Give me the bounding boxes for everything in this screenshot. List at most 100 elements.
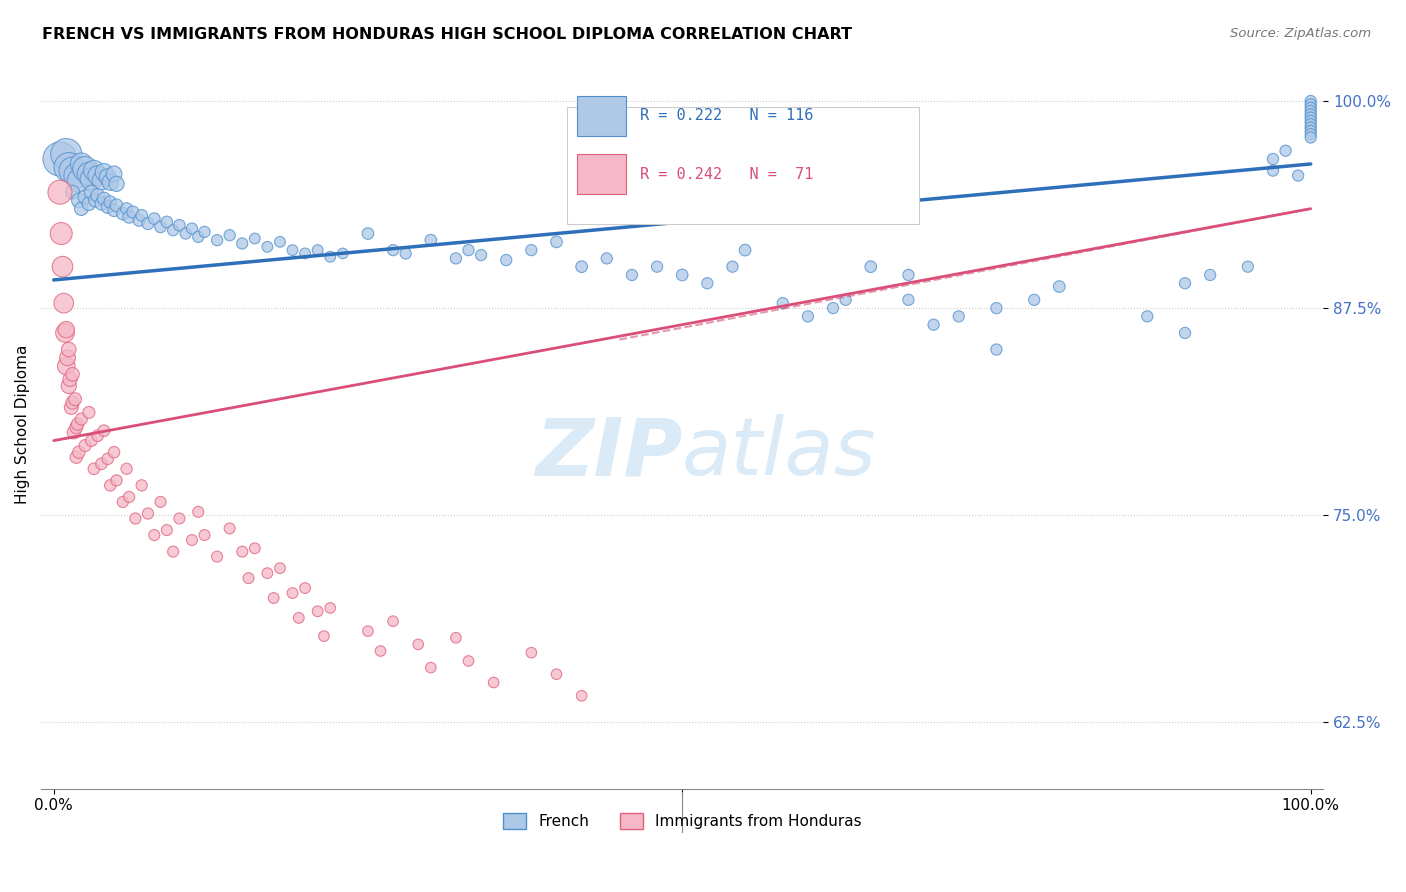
Point (205, 549, 228, 564)
Point (1299, 97, 1322, 112)
Point (1299, 107, 1322, 121)
Point (193, 528, 215, 542)
Point (115, 202, 138, 216)
Point (395, 246, 418, 260)
Point (51, 260, 73, 274)
Point (122, 205, 145, 219)
Point (111, 495, 134, 509)
Point (419, 660, 441, 674)
Point (51, 227, 73, 241)
Point (288, 611, 311, 625)
Point (149, 495, 172, 509)
Point (357, 227, 380, 241)
Legend: French, Immigrants from Honduras: French, Immigrants from Honduras (496, 807, 868, 836)
Point (118, 490, 141, 504)
Point (143, 528, 166, 542)
Y-axis label: High School Diploma: High School Diploma (15, 344, 30, 504)
Point (90, 173, 112, 187)
Point (55, 147, 77, 161)
Point (98, 195, 121, 210)
Point (105, 474, 128, 488)
Point (70, 202, 93, 216)
Point (118, 210, 141, 224)
Point (93, 165, 115, 179)
Point (897, 293, 920, 307)
Point (256, 240, 278, 254)
Point (70, 157, 93, 171)
Point (482, 675, 505, 690)
Point (922, 318, 945, 332)
Point (105, 177, 128, 191)
Point (332, 246, 354, 260)
Point (1299, 101, 1322, 115)
Point (97, 451, 120, 466)
Point (269, 561, 291, 575)
Point (162, 223, 184, 237)
Point (62, 163, 84, 178)
Point (1237, 260, 1260, 274)
Point (169, 219, 191, 233)
Point (83, 462, 105, 476)
Point (80, 172, 103, 186)
Point (80, 434, 103, 448)
Point (546, 235, 568, 249)
Point (97, 200, 120, 214)
Point (75, 439, 97, 453)
Point (90, 196, 112, 211)
Point (90, 457, 112, 471)
Point (986, 301, 1008, 315)
Point (67, 173, 90, 187)
Point (67, 194, 90, 208)
Point (495, 253, 517, 268)
Point (797, 310, 820, 324)
Point (986, 343, 1008, 357)
Point (281, 243, 304, 257)
Point (1047, 279, 1070, 293)
Point (1136, 310, 1159, 324)
Point (187, 230, 209, 244)
Point (1261, 152, 1284, 166)
Point (948, 310, 970, 324)
Point (218, 228, 240, 243)
Point (80, 185, 103, 199)
Point (419, 233, 441, 247)
Point (86, 169, 108, 183)
Point (60, 401, 83, 415)
Point (470, 248, 492, 262)
Point (55, 323, 77, 337)
Point (231, 544, 253, 558)
Point (821, 301, 844, 315)
Point (131, 208, 153, 222)
Point (98, 478, 121, 492)
Point (319, 601, 342, 615)
Point (53, 326, 76, 340)
Point (98, 175, 121, 189)
Point (86, 188, 108, 202)
Point (56, 351, 79, 365)
Point (620, 268, 643, 282)
Point (77, 167, 100, 181)
Point (406, 637, 429, 651)
Point (307, 604, 329, 618)
Text: R = 0.242   N =  71: R = 0.242 N = 71 (640, 167, 813, 182)
Point (143, 211, 166, 226)
Point (571, 689, 593, 703)
Point (67, 445, 90, 459)
Point (382, 243, 405, 257)
Point (444, 252, 467, 266)
Point (1299, 111, 1322, 125)
Text: FRENCH VS IMMIGRANTS FROM HONDURAS HIGH SCHOOL DIPLOMA CORRELATION CHART: FRENCH VS IMMIGRANTS FROM HONDURAS HIGH … (42, 27, 852, 42)
Point (124, 511, 146, 525)
Point (457, 243, 479, 257)
Point (721, 260, 744, 274)
Point (457, 654, 479, 668)
Point (1299, 124, 1322, 138)
Point (105, 198, 128, 212)
Point (1286, 169, 1309, 183)
Point (149, 219, 172, 234)
Point (62, 185, 84, 199)
Point (269, 235, 291, 249)
Point (58, 161, 80, 175)
Point (294, 581, 316, 595)
Point (49, 152, 72, 166)
